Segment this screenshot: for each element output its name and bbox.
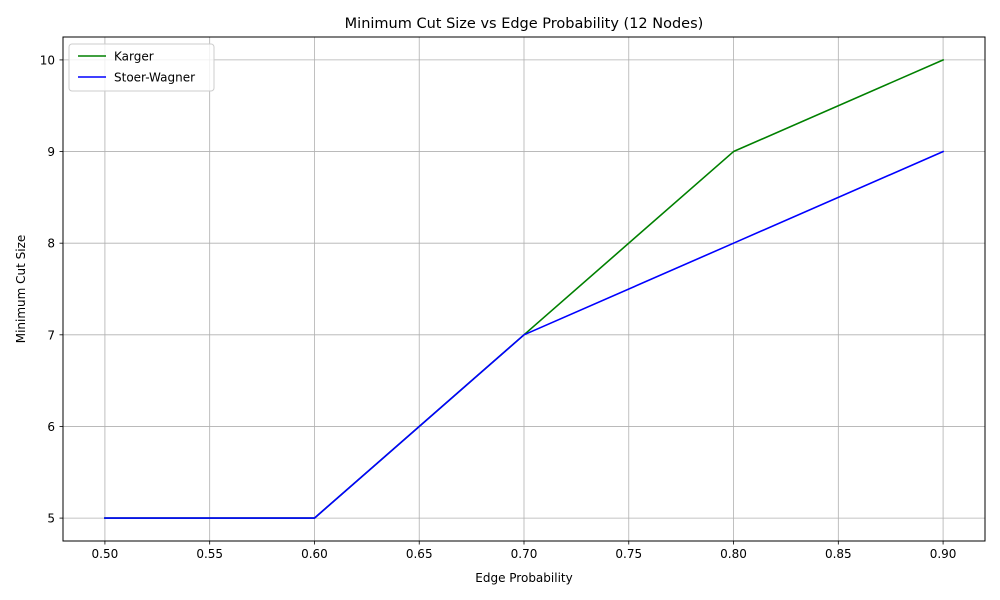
series-lines bbox=[104, 58, 945, 519]
legend: Karger Stoer-Wagner bbox=[68, 43, 215, 92]
y-tick-label: 7 bbox=[47, 328, 55, 342]
x-tick-label: 0.50 bbox=[92, 547, 119, 561]
x-tick-label: 0.70 bbox=[511, 547, 538, 561]
x-tick-label: 0.65 bbox=[406, 547, 433, 561]
y-tick-label: 8 bbox=[47, 237, 55, 251]
x-tick-label: 0.75 bbox=[615, 547, 642, 561]
y-tick-label: 9 bbox=[47, 145, 55, 159]
x-tick-label: 0.60 bbox=[301, 547, 328, 561]
y-tick-label: 5 bbox=[47, 512, 55, 526]
series-line-stoer-wagner bbox=[104, 150, 945, 519]
x-axis-label: Edge Probability bbox=[475, 571, 572, 585]
x-tick-label: 0.80 bbox=[720, 547, 747, 561]
grid bbox=[63, 37, 985, 541]
legend-label: Karger bbox=[114, 50, 154, 64]
y-axis-ticks: 5 6 7 8 9 10 bbox=[40, 53, 63, 526]
y-tick-label: 10 bbox=[40, 53, 55, 67]
y-axis-label: Minimum Cut Size bbox=[14, 235, 28, 344]
x-tick-label: 0.85 bbox=[825, 547, 852, 561]
x-axis-ticks: 0.50 0.55 0.60 0.65 0.70 0.75 0.80 0.85 0.90 bbox=[92, 541, 957, 561]
legend-label: Stoer-Wagner bbox=[114, 71, 195, 85]
chart-title: Minimum Cut Size vs Edge Probability (12… bbox=[345, 16, 704, 32]
x-tick-label: 0.55 bbox=[196, 547, 223, 561]
y-tick-label: 6 bbox=[47, 420, 55, 434]
x-tick-label: 0.90 bbox=[930, 547, 957, 561]
